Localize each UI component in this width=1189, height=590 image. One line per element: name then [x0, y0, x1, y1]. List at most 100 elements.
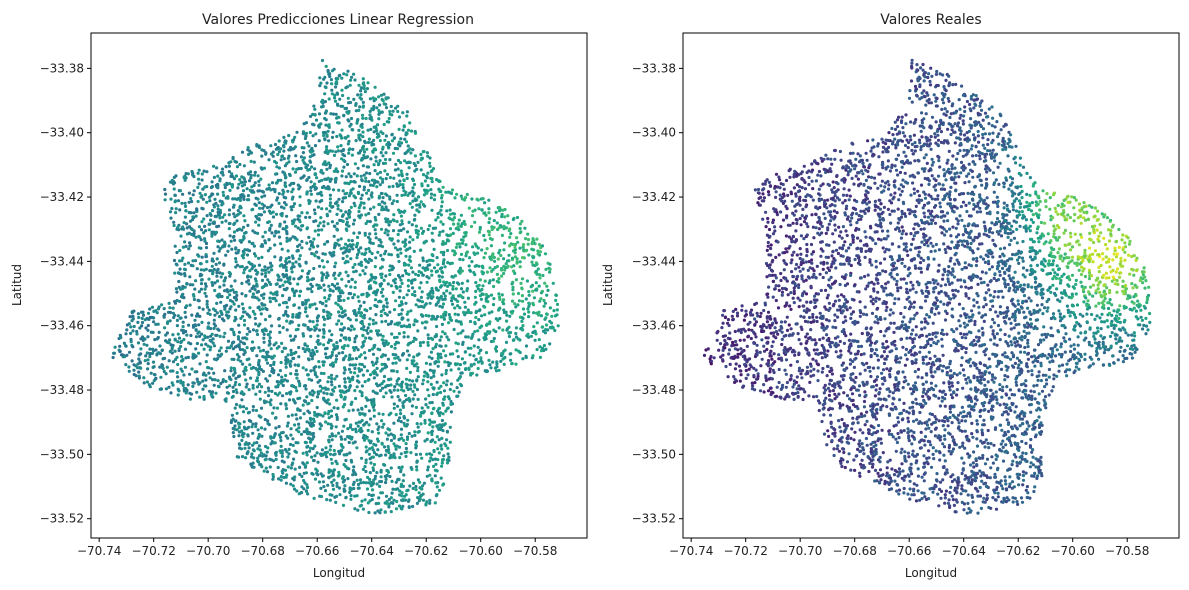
scatter-point [405, 293, 409, 297]
scatter-point [417, 305, 421, 309]
scatter-point [150, 305, 155, 309]
scatter-point [147, 383, 151, 387]
scatter-point [332, 153, 337, 157]
scatter-point [364, 247, 368, 251]
scatter-point [439, 476, 443, 480]
scatter-point [180, 359, 184, 363]
scatter-point [210, 192, 214, 196]
scatter-point [210, 264, 214, 268]
scatter-point [235, 165, 239, 169]
scatter-point [293, 449, 297, 453]
scatter-point [311, 447, 315, 451]
scatter-point [508, 235, 512, 239]
scatter-point [346, 274, 350, 278]
scatter-point [389, 466, 393, 470]
scatter-point [368, 113, 372, 117]
scatter-point [364, 445, 368, 449]
scatter-point [235, 390, 239, 395]
scatter-point [273, 433, 277, 438]
scatter-point [327, 284, 331, 288]
scatter-point [176, 332, 180, 336]
scatter-point [501, 357, 505, 361]
scatter-point [329, 474, 333, 478]
scatter-point [484, 297, 488, 301]
scatter-point [352, 327, 356, 331]
scatter-point [372, 462, 376, 467]
scatter-point [427, 394, 431, 398]
scatter-point [392, 442, 396, 446]
scatter-point [196, 171, 200, 175]
scatter-point [228, 234, 232, 238]
scatter-point [487, 211, 491, 215]
scatter-point [544, 323, 549, 327]
scatter-point [260, 278, 265, 282]
scatter-point [411, 186, 415, 190]
scatter-point [405, 247, 410, 251]
scatter-point [470, 214, 475, 218]
scatter-point [132, 363, 136, 367]
scatter-point [362, 185, 366, 189]
scatter-point [515, 236, 519, 240]
scatter-point [380, 320, 384, 324]
scatter-point [203, 224, 207, 228]
scatter-point [263, 427, 267, 431]
scatter-point [302, 146, 306, 150]
scatter-point [162, 356, 167, 360]
scatter-point [382, 305, 386, 309]
scatter-point [285, 305, 289, 309]
scatter-point [181, 192, 185, 196]
scatter-point [305, 395, 309, 399]
scatter-point [251, 461, 255, 465]
scatter-point [337, 295, 341, 299]
scatter-point [293, 475, 297, 479]
scatter-point [455, 242, 459, 246]
scatter-point [366, 475, 370, 479]
scatter-point [428, 501, 432, 505]
scatter-point [200, 172, 204, 176]
scatter-point [374, 313, 378, 317]
scatter-point [152, 320, 156, 324]
scatter-point [336, 149, 340, 153]
scatter-point [286, 249, 290, 253]
scatter-point [270, 203, 274, 207]
scatter-point [499, 253, 503, 258]
scatter-point [181, 245, 185, 249]
scatter-point [477, 230, 482, 234]
scatter-point [274, 416, 278, 420]
scatter-point [277, 317, 281, 321]
scatter-point [252, 264, 257, 268]
scatter-point [381, 425, 385, 429]
scatter-point [431, 259, 435, 263]
scatter-point [361, 507, 365, 511]
scatter-point [309, 186, 313, 190]
scatter-point [231, 385, 235, 389]
scatter-point [283, 220, 287, 224]
scatter-point [439, 355, 443, 360]
scatter-point [330, 135, 335, 139]
scatter-point [504, 226, 508, 230]
scatter-point [295, 428, 299, 432]
scatter-point [404, 254, 408, 258]
scatter-point [139, 352, 143, 356]
scatter-point [262, 332, 266, 336]
scatter-point [140, 320, 145, 325]
scatter-point [371, 466, 375, 470]
scatter-point [423, 240, 427, 244]
scatter-point [331, 434, 335, 438]
scatter-point [367, 510, 371, 515]
scatter-point [399, 300, 404, 304]
scatter-point [279, 360, 283, 365]
scatter-point [428, 418, 432, 422]
scatter-point [217, 213, 221, 217]
scatter-point [311, 320, 315, 324]
scatter-point [374, 256, 378, 260]
scatter-point [449, 410, 453, 414]
scatter-point [464, 335, 468, 339]
scatter-point [183, 310, 187, 314]
scatter-point [196, 331, 200, 335]
scatter-point [364, 461, 368, 465]
scatter-point [356, 93, 360, 97]
scatter-point [511, 288, 515, 292]
scatter-point [362, 201, 366, 205]
scatter-point [239, 447, 244, 451]
